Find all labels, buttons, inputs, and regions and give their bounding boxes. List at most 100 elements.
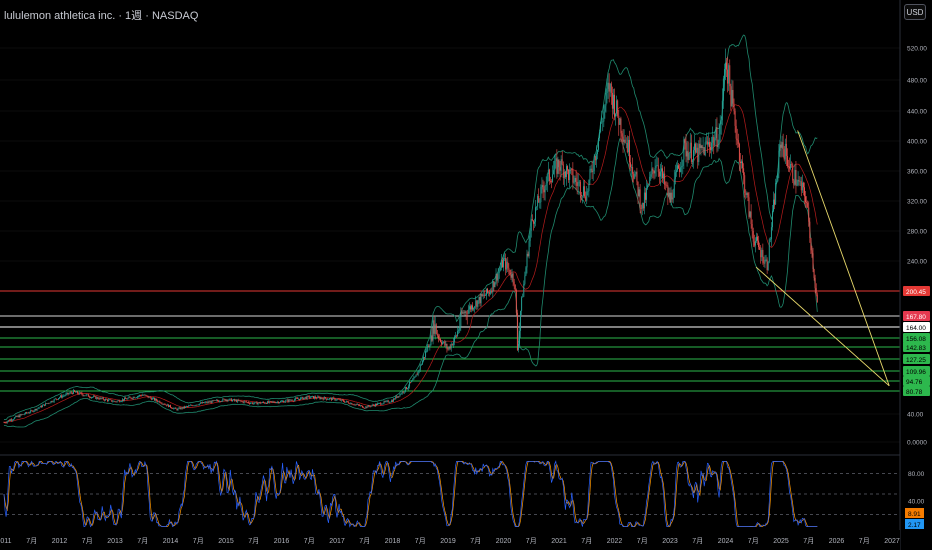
candle-body xyxy=(688,152,690,160)
candle-body xyxy=(180,407,182,410)
candle-body xyxy=(727,69,729,84)
candle-body xyxy=(274,402,276,404)
candle-body xyxy=(762,249,764,263)
candle-body xyxy=(315,396,317,399)
candle-body xyxy=(501,260,503,268)
candle-body xyxy=(393,398,395,402)
candle-body xyxy=(307,396,309,397)
candle-body xyxy=(204,402,206,404)
candle-body xyxy=(362,405,364,408)
candle-body xyxy=(513,281,515,285)
level-labels: 200.45 167.80 164.00 156.08 142.83 127.25 109.… xyxy=(903,286,930,396)
candle-body xyxy=(156,398,158,401)
candle-body xyxy=(744,175,746,193)
candle-body xyxy=(322,398,324,400)
candle-body xyxy=(77,391,79,394)
trendlines xyxy=(755,130,890,387)
candle-body xyxy=(270,401,272,402)
candle-body xyxy=(112,401,114,403)
candle-body xyxy=(616,100,618,114)
candle-body xyxy=(117,400,119,401)
level-badge xyxy=(903,342,930,352)
candle-body xyxy=(426,350,428,352)
candle-body xyxy=(349,403,351,405)
candle-body xyxy=(610,83,612,93)
candle-body xyxy=(590,168,592,170)
candle-body xyxy=(332,397,334,400)
candle-body xyxy=(802,182,804,188)
time-tick-label: 2025 xyxy=(773,538,789,545)
candle-body xyxy=(520,310,522,331)
candle-body xyxy=(712,136,714,143)
candle-body xyxy=(732,89,734,104)
candle-body xyxy=(214,400,216,401)
candle-body xyxy=(412,379,414,381)
candle-body xyxy=(598,138,599,150)
candle-body xyxy=(66,392,68,394)
candle-body xyxy=(189,405,191,407)
candle-body xyxy=(488,292,490,293)
candle-body xyxy=(759,247,761,250)
level-badge xyxy=(903,322,930,332)
candle-body xyxy=(210,401,212,403)
candle-body xyxy=(781,142,783,148)
symbol-title: lululemon athletica inc. · 1週 · NASDAQ xyxy=(4,10,199,22)
candle-body xyxy=(331,397,333,400)
candle-body xyxy=(541,185,543,188)
candle-body xyxy=(405,386,407,390)
time-axis: 2011 7月 2012 7月 2013 7月 2014 7月 2015 7月 2016 7月 2017… xyxy=(0,537,900,545)
candle-body xyxy=(614,94,615,117)
candle-body xyxy=(785,143,787,157)
candle-body xyxy=(791,163,793,165)
candle-body xyxy=(778,150,780,174)
candle-body xyxy=(510,274,512,278)
candle-body xyxy=(385,400,387,402)
candle-body xyxy=(365,406,367,409)
candle-body xyxy=(605,92,607,106)
candle-body xyxy=(621,133,623,137)
candle-body xyxy=(583,186,584,196)
candle-body xyxy=(21,414,23,415)
candle-body xyxy=(59,397,60,399)
candle-body xyxy=(40,405,42,408)
currency-button[interactable]: USD xyxy=(904,4,926,20)
candle-body xyxy=(548,169,550,182)
candle-body xyxy=(542,185,544,190)
candle-body xyxy=(163,403,165,405)
candle-body xyxy=(650,174,652,177)
candle-body xyxy=(527,253,529,256)
candle-body xyxy=(738,143,740,162)
candle-body xyxy=(451,344,453,346)
candle-body xyxy=(475,300,477,307)
candle-body xyxy=(263,402,265,404)
candle-body xyxy=(176,409,178,411)
candle-body xyxy=(223,398,225,400)
candle-body xyxy=(198,403,200,405)
candle-body xyxy=(448,346,450,350)
candle-body xyxy=(114,401,116,402)
candle-body xyxy=(115,401,117,403)
candle-body xyxy=(647,185,649,189)
time-tick-label: 7月 xyxy=(82,537,93,545)
candle-body xyxy=(397,396,399,398)
candle-body xyxy=(382,403,384,405)
candle-body xyxy=(609,83,611,92)
candle-body xyxy=(318,396,320,398)
time-tick-label: 2026 xyxy=(829,538,845,545)
candle-body xyxy=(743,168,745,176)
candle-body xyxy=(76,391,78,393)
candle-body xyxy=(326,399,328,400)
candle-body xyxy=(411,380,413,383)
candle-body xyxy=(545,183,547,187)
horizontal-levels xyxy=(0,290,900,392)
candle-body xyxy=(667,185,669,197)
stoch-axis: 80.00 40.00 8.91 2.17 xyxy=(905,471,925,529)
candle-body xyxy=(65,393,67,396)
candle-body xyxy=(446,344,448,349)
candle-body xyxy=(328,399,329,400)
candle-body xyxy=(378,403,380,404)
time-tick-label: 7月 xyxy=(304,537,315,545)
candle-body xyxy=(91,397,92,398)
candle-body xyxy=(342,400,344,402)
